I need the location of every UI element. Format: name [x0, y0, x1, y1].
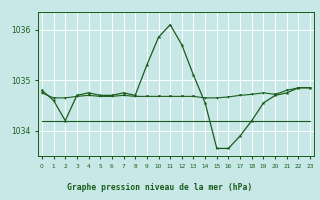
Text: Graphe pression niveau de la mer (hPa): Graphe pression niveau de la mer (hPa): [68, 183, 252, 192]
